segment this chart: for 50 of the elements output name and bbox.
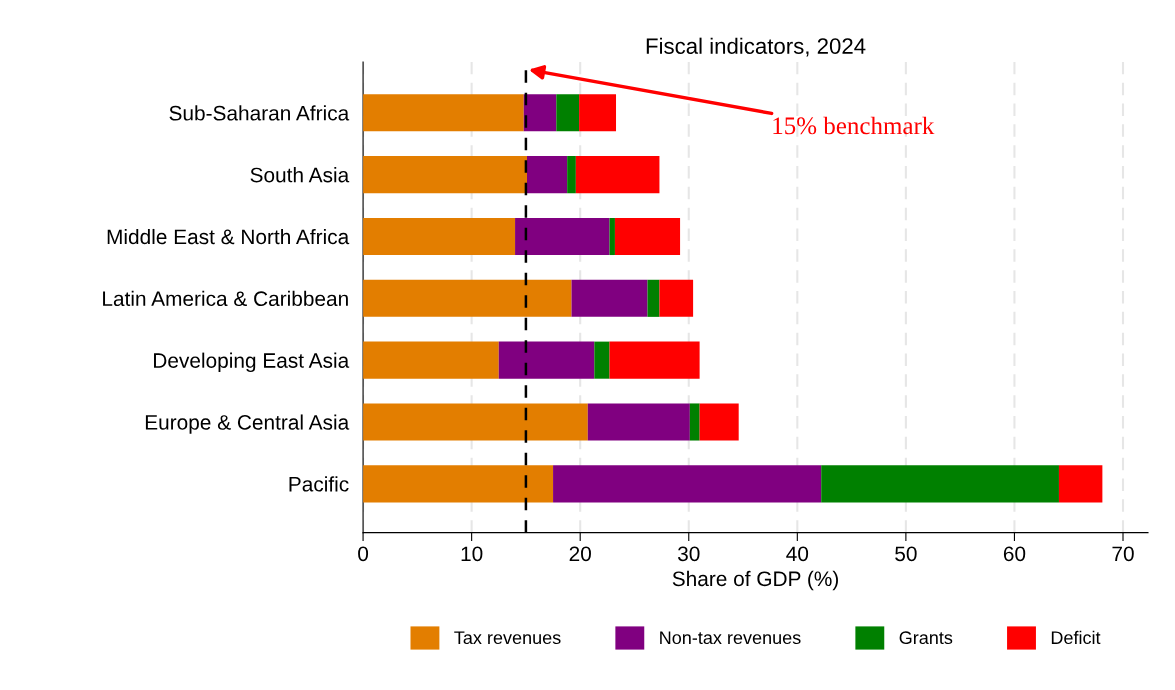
bar — [363, 156, 527, 194]
y-tick-label: Europe & Central Asia — [145, 414, 350, 434]
ref-line-label: 15% benchmark — [773, 116, 935, 135]
bar — [515, 217, 610, 256]
bar — [553, 465, 822, 503]
legend-label: Deficit — [1051, 630, 1101, 645]
bar — [587, 403, 690, 441]
bar — [363, 94, 524, 132]
x-tick-label: 30 — [677, 546, 700, 562]
legend-label: Grants — [899, 631, 953, 645]
bar — [556, 94, 580, 132]
bar — [689, 403, 700, 441]
bar — [614, 217, 681, 256]
bar — [659, 279, 694, 317]
bar — [594, 341, 610, 379]
legend-label: Tax revenues — [454, 631, 561, 645]
x-tick-label: 50 — [895, 546, 917, 562]
bar — [579, 94, 617, 132]
bar — [699, 403, 739, 441]
bar — [363, 465, 554, 503]
bar — [1058, 465, 1103, 503]
bar — [821, 465, 1059, 503]
x-tick-label: 60 — [1003, 546, 1026, 562]
bar — [363, 341, 499, 379]
bar — [609, 341, 700, 379]
bar — [647, 279, 660, 317]
bar — [523, 94, 557, 132]
bar — [498, 341, 595, 379]
bar — [363, 217, 516, 256]
bar — [567, 156, 576, 194]
y-tick-label: Latin America & Caribbean — [103, 290, 348, 307]
y-tick-label: Developing East Asia — [154, 352, 350, 373]
y-tick-label: South Asia — [250, 167, 350, 183]
bar — [363, 279, 572, 317]
bar — [527, 156, 568, 194]
legend-label: Non-tax revenues — [660, 631, 801, 645]
bar — [571, 279, 648, 317]
x-tick-label: 40 — [786, 546, 809, 562]
y-tick-label: Middle East & North Africa — [107, 228, 350, 245]
chart-title: Fiscal indicators, 2024 — [646, 37, 866, 57]
bar — [363, 403, 588, 441]
x-tick-label: 10 — [461, 546, 483, 562]
y-tick-label: Pacific — [289, 476, 349, 492]
bar — [609, 217, 615, 256]
x-tick-label: 20 — [569, 546, 591, 562]
y-tick-label: Sub-Saharan Africa — [169, 105, 350, 121]
x-tick-label: 0 — [358, 546, 369, 562]
x-axis-title: Share of GDP (%) — [672, 570, 838, 591]
bar — [575, 156, 660, 194]
x-tick-label: 70 — [1112, 546, 1134, 562]
